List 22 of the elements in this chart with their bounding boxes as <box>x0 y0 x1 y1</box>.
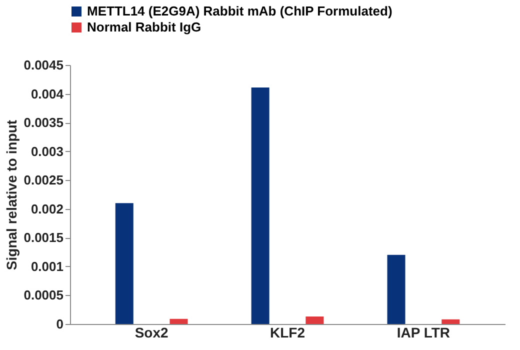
legend-label: Normal Rabbit IgG <box>87 20 202 34</box>
y-tick-label: 0.004 <box>30 86 64 102</box>
y-tick-label: 0.0015 <box>24 230 64 246</box>
x-tick-label: Sox2 <box>134 324 169 340</box>
y-tick-label: 0.0005 <box>24 288 64 303</box>
y-axis-title: Signal relative to input <box>4 120 20 270</box>
bar <box>251 87 270 324</box>
bar <box>387 254 406 324</box>
bar <box>306 316 324 324</box>
y-tick-label: 0 <box>56 316 64 332</box>
y-tick-label: 0.0035 <box>24 115 64 130</box>
y-tick-label: 0.0025 <box>24 172 64 188</box>
bar <box>170 318 188 324</box>
x-tick-label: IAP LTR <box>396 324 450 340</box>
bar <box>442 319 460 324</box>
bar <box>115 203 134 324</box>
y-tick-label: 0.0045 <box>24 58 64 72</box>
y-tick-label: 0.003 <box>30 144 64 159</box>
y-tick-label: 0.001 <box>30 258 64 274</box>
y-tick-label: 0.002 <box>30 201 64 216</box>
legend-label: METTL14 (E2G9A) Rabbit mAb (ChIP Formulated) <box>87 4 392 18</box>
x-tick-label: KLF2 <box>270 324 306 340</box>
